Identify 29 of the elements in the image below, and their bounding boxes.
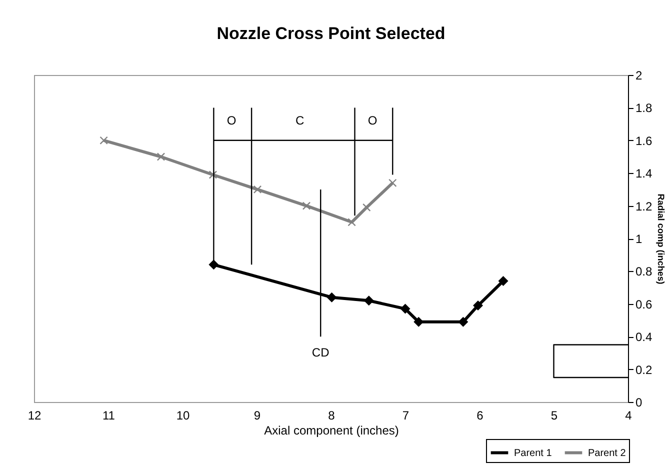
- x-tick-label: 12: [28, 408, 42, 422]
- y-tick-label: 0: [636, 396, 642, 410]
- y-tick-label: 0.8: [636, 264, 653, 279]
- y-tick-label: 0.4: [636, 330, 653, 344]
- y-tick-label: 1.6: [636, 134, 653, 148]
- y-tick-label: 1.8: [636, 101, 653, 116]
- legend-label: Parent 1: [514, 448, 552, 459]
- x-tick-label: 4: [625, 408, 632, 422]
- x-tick-label: 8: [328, 408, 336, 422]
- annotation: O: [226, 113, 236, 128]
- y-tick-label: 1: [636, 232, 642, 246]
- y-tick-label: 0.2: [636, 362, 653, 377]
- x-tick-label: 9: [254, 408, 261, 422]
- x-tick-label: 6: [476, 408, 484, 422]
- y-tick-label: 2: [636, 68, 642, 82]
- x-tick-label: 7: [402, 408, 410, 422]
- x-tick-label: 10: [176, 408, 190, 422]
- y-tick-label: 0.6: [636, 297, 653, 312]
- legend-label: Parent 2: [588, 448, 626, 459]
- annotation: C: [295, 113, 304, 128]
- y-tick-label: 1.4: [636, 166, 653, 181]
- x-axis-title: Axial component (inches): [264, 424, 399, 438]
- annotation: O: [368, 113, 378, 128]
- x-tick-label: 5: [550, 408, 558, 422]
- y-tick-label: 1.2: [636, 199, 653, 214]
- x-tick-label: 11: [102, 408, 116, 422]
- chart-title: Nozzle Cross Point Selected: [216, 24, 446, 43]
- y-axis-title: Radial comp (inches): [656, 194, 666, 284]
- annotation: CD: [312, 346, 330, 360]
